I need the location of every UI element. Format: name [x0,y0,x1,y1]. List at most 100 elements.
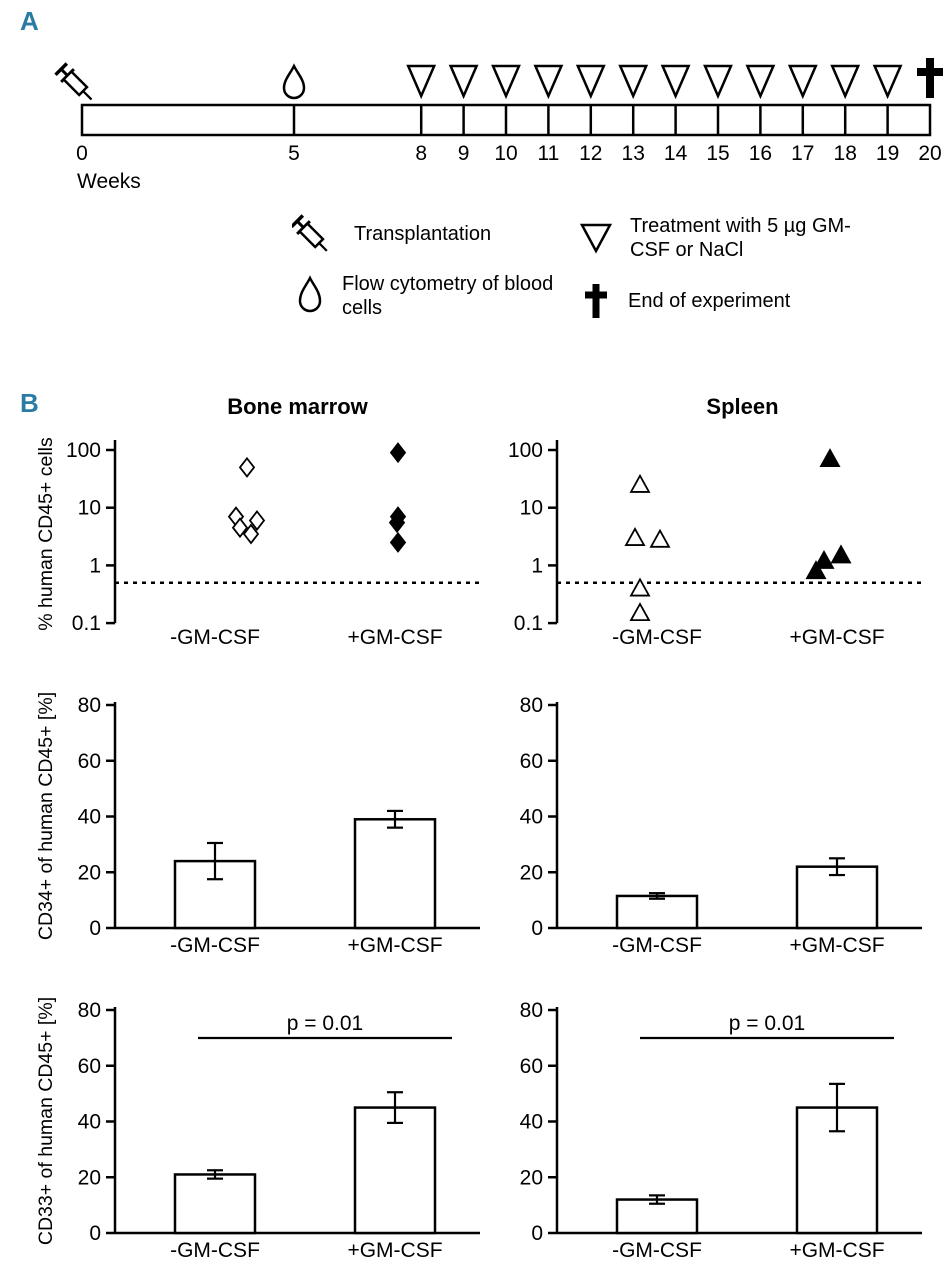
legend-text-transplantation: Transplantation [354,223,492,245]
point--GM-CSF [231,517,249,539]
svg-text:-GM-CSF: -GM-CSF [170,1239,260,1262]
svg-text:60: 60 [520,1055,543,1078]
syringe-icon [292,214,328,252]
svg-text:20: 20 [918,142,941,165]
treatment-triangle-icon [406,64,437,100]
svg-text:15: 15 [706,142,729,165]
svg-text:13: 13 [622,142,645,165]
panel-b-label: B [20,388,39,418]
svg-text:100: 100 [66,439,101,462]
treatment-triangle-icon [703,64,733,100]
bar-cd34-spleen: 0 20 40 60 80 -GM-CSF +GM-CSF [520,694,922,957]
svg-text:80: 80 [78,694,101,717]
point--GM-CSF [649,528,671,548]
treatment-triangle-icon [575,64,606,100]
svg-text:+GM-CSF: +GM-CSF [789,626,884,649]
svg-text:+GM-CSF: +GM-CSF [347,934,442,957]
svg-text:-GM-CSF: -GM-CSF [170,626,260,649]
svg-text:40: 40 [520,1111,543,1134]
svg-text:20: 20 [520,861,543,884]
legend-item-end: End of experiment [580,280,790,322]
svg-text:60: 60 [520,750,543,773]
bar-+GM-CSF [353,1106,437,1235]
point--GM-CSF [238,456,256,478]
svg-text:1: 1 [531,554,543,577]
cross-icon [585,284,607,318]
bar--GM-CSF [615,1198,699,1235]
svg-text:p = 0.01: p = 0.01 [287,1012,363,1035]
svg-text:10: 10 [520,497,543,520]
svg-text:0: 0 [76,142,88,165]
point-+GM-CSF [813,549,835,569]
svg-text:16: 16 [749,142,772,165]
point-+GM-CSF [388,512,406,534]
point-+GM-CSF [830,544,852,564]
bar-+GM-CSF [353,818,437,930]
treatment-triangle-icon [618,64,649,100]
svg-text:40: 40 [78,806,101,829]
svg-text:10: 10 [78,497,101,520]
svg-text:Weeks: Weeks [77,170,141,193]
svg-text:20: 20 [78,861,101,884]
svg-text:+GM-CSF: +GM-CSF [789,934,884,957]
svg-text:60: 60 [78,750,101,773]
scatter-engraftment-bone-marrow: 100 10 1 0.1 -GM-CSF +GM-CSF % human CD45+ cel… [35,437,480,649]
legend-item-transplantation: Transplantation [292,210,491,258]
panel-a-label: A [20,6,39,36]
bar-cd33-spleen: 0 20 40 60 80 -GM-CSF +GM-CSF p = 0.01 [520,999,922,1262]
svg-text:p = 0.01: p = 0.01 [729,1012,805,1035]
svg-text:0: 0 [89,917,101,940]
treatment-triangle-icon [579,223,613,254]
treatment-triangle-icon [787,64,818,100]
column-header-bone-marrow: Bone marrow [227,394,368,419]
svg-text:CD34+ of human CD45+ [%]: CD34+ of human CD45+ [%] [35,692,57,940]
legend-item-treatment: Treatment with 5 µg GM-CSF or NaCl [578,214,870,262]
treatment-triangle-icon [491,64,521,100]
svg-text:+GM-CSF: +GM-CSF [789,1239,884,1262]
svg-text:20: 20 [520,1166,543,1189]
svg-text:17: 17 [791,142,814,165]
svg-text:100: 100 [508,439,543,462]
svg-text:14: 14 [664,142,688,165]
point--GM-CSF [629,473,651,493]
svg-text:0: 0 [531,1222,543,1245]
syringe-icon [54,62,93,101]
svg-text:40: 40 [78,1111,101,1134]
bar--GM-CSF [615,894,699,930]
svg-text:12: 12 [579,142,602,165]
treatment-triangle-icon [533,64,564,100]
legend-text-treatment: Treatment with 5 µg GM-CSF or NaCl [630,215,851,261]
svg-text:-GM-CSF: -GM-CSF [612,1239,702,1262]
bar--GM-CSF [173,1173,257,1235]
flow-drop-icon [282,63,306,100]
bar-cd34-bone-marrow: 0 20 40 60 80 -GM-CSF +GM-CSF CD34+ of human CD… [35,692,480,957]
svg-text:+GM-CSF: +GM-CSF [347,1239,442,1262]
treatment-triangle-icon [745,64,776,100]
svg-text:9: 9 [458,142,470,165]
column-header-spleen: Spleen [706,394,779,419]
point-+GM-CSF [819,448,841,468]
svg-text:0: 0 [531,917,543,940]
svg-text:80: 80 [520,999,543,1022]
svg-text:+GM-CSF: +GM-CSF [347,626,442,649]
svg-text:0.1: 0.1 [514,612,543,635]
scatter-engraftment-spleen: 100 10 1 0.1 -GM-CSF +GM-CSF [508,439,922,649]
svg-text:19: 19 [876,142,899,165]
bar-+GM-CSF [795,865,879,930]
point-+GM-CSF [805,560,827,580]
svg-text:CD33+ of human CD45+ [%]: CD33+ of human CD45+ [%] [35,997,57,1245]
svg-text:60: 60 [78,1055,101,1078]
point-+GM-CSF [389,442,407,464]
svg-text:40: 40 [520,806,543,829]
treatment-triangle-icon [872,64,903,100]
bar-cd33-bone-marrow: 0 20 40 60 80 -GM-CSF +GM-CSF CD33+ of human CD… [35,997,480,1262]
svg-text:0.1: 0.1 [72,612,101,635]
treatment-triangle-icon [830,64,861,100]
legend-text-end: End of experiment [628,290,791,312]
svg-text:-GM-CSF: -GM-CSF [170,934,260,957]
svg-text:-GM-CSF: -GM-CSF [612,934,702,957]
svg-text:8: 8 [415,142,427,165]
legend-item-flow-cytometry: Flow cytometry of blood cells [294,272,562,320]
svg-text:80: 80 [78,999,101,1022]
